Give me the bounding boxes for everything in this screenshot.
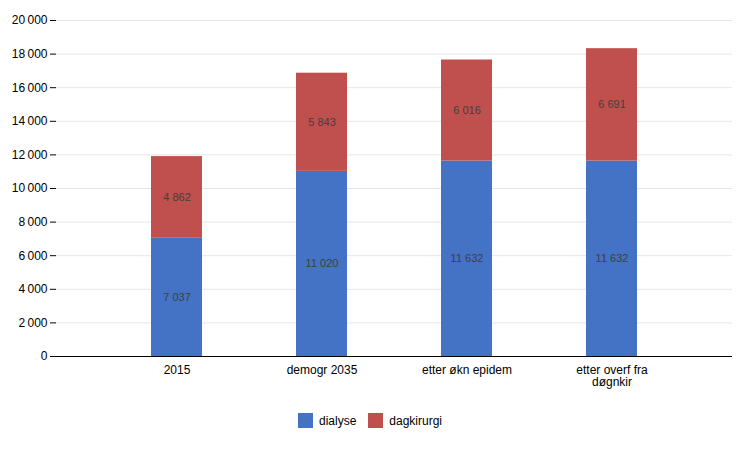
- svg-text:7 037: 7 037: [163, 291, 191, 303]
- svg-text:0: 0: [41, 349, 48, 363]
- svg-text:14 000: 14 000: [12, 114, 48, 128]
- svg-text:6 016: 6 016: [453, 104, 481, 116]
- svg-text:11 632: 11 632: [596, 252, 629, 264]
- svg-text:6 000: 6 000: [18, 249, 47, 263]
- svg-text:2 000: 2 000: [18, 316, 47, 330]
- svg-text:5 843: 5 843: [308, 116, 336, 128]
- svg-text:etter overf fradøgnkir: etter overf fradøgnkir: [576, 363, 648, 389]
- svg-text:11 020: 11 020: [306, 257, 339, 269]
- html-text:dagkirurgi: dagkirurgi: [389, 413, 442, 428]
- svg-text:11 632: 11 632: [451, 252, 484, 264]
- svg-text:16 000: 16 000: [12, 81, 48, 95]
- svg-text:18 000: 18 000: [12, 47, 48, 61]
- svg-text:demogr 2035: demogr 2035: [287, 363, 358, 377]
- svg-text:4 000: 4 000: [18, 282, 47, 296]
- svg-text:20 000: 20 000: [12, 13, 48, 27]
- svg-text:12 000: 12 000: [12, 148, 48, 162]
- svg-text:8 000: 8 000: [18, 215, 47, 229]
- svg-text:2015: 2015: [164, 363, 191, 377]
- html-text:dialyse: dialyse: [319, 413, 357, 428]
- svg-text:4 862: 4 862: [163, 191, 191, 203]
- svg-text:6 691: 6 691: [598, 98, 626, 110]
- svg-text:etter økn epidem: etter økn epidem: [422, 363, 512, 377]
- svg-text:10 000: 10 000: [12, 181, 48, 195]
